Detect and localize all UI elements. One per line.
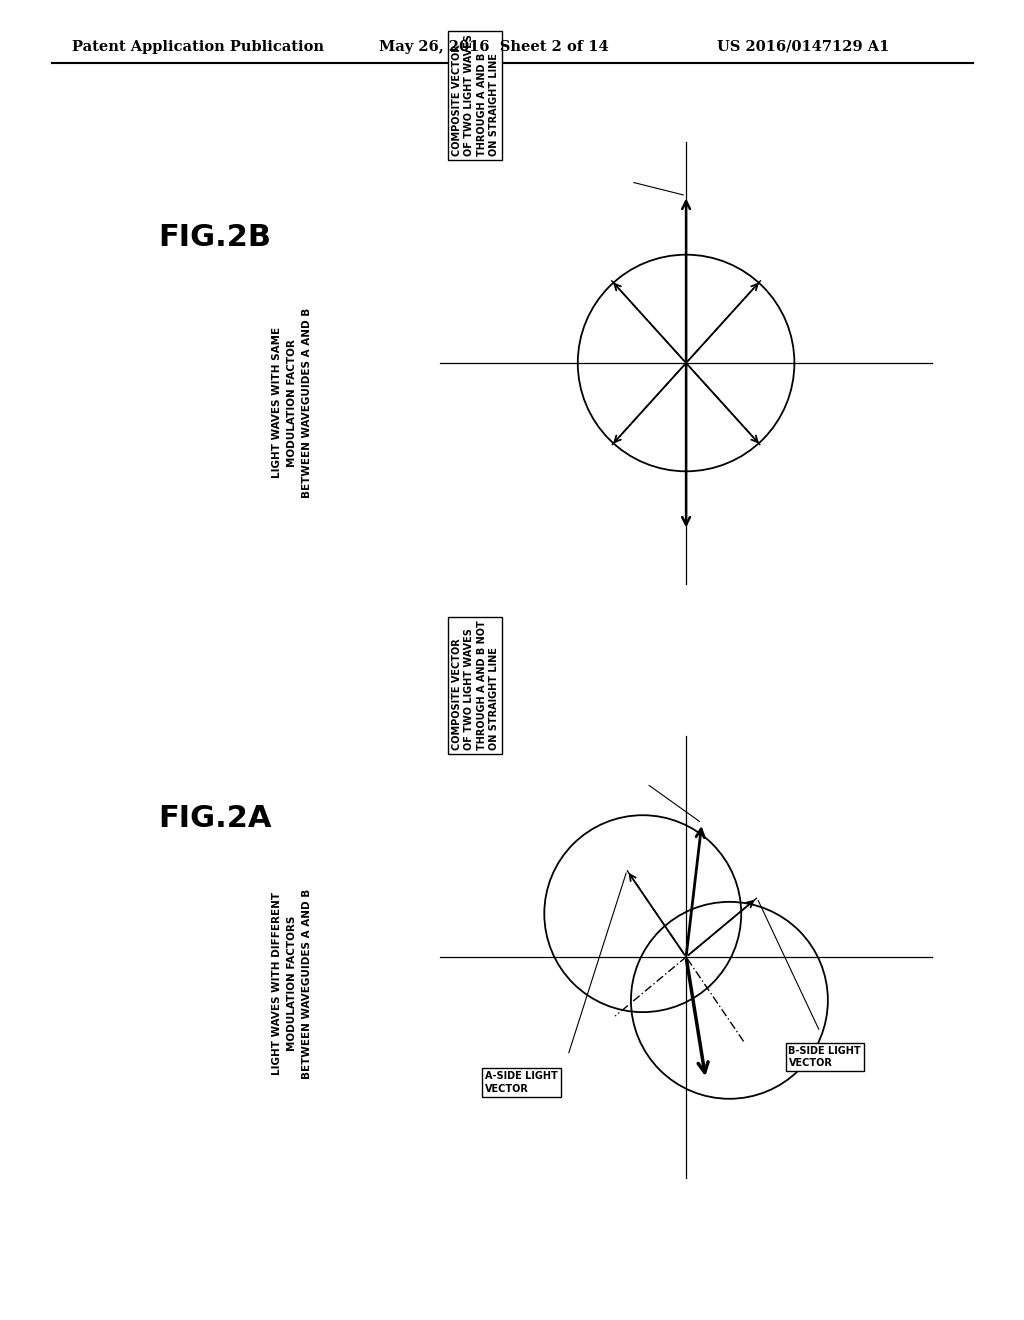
Text: A-SIDE LIGHT
VECTOR: A-SIDE LIGHT VECTOR xyxy=(485,1072,558,1093)
Text: LIGHT WAVES WITH DIFFERENT
MODULATION FACTORS
BETWEEN WAVEGUIDES A AND B: LIGHT WAVES WITH DIFFERENT MODULATION FA… xyxy=(272,888,311,1078)
Text: FIG.2A: FIG.2A xyxy=(159,804,272,833)
Text: COMPOSITE VECTOR
OF TWO LIGHT WAVES
THROUGH A AND B
ON STRAIGHT LINE: COMPOSITE VECTOR OF TWO LIGHT WAVES THRO… xyxy=(452,34,499,156)
Text: Patent Application Publication: Patent Application Publication xyxy=(72,40,324,54)
Text: US 2016/0147129 A1: US 2016/0147129 A1 xyxy=(717,40,889,54)
Text: LIGHT WAVES WITH SAME
MODULATION FACTOR
BETWEEN WAVEGUIDES A AND B: LIGHT WAVES WITH SAME MODULATION FACTOR … xyxy=(272,308,311,498)
Text: May 26, 2016  Sheet 2 of 14: May 26, 2016 Sheet 2 of 14 xyxy=(379,40,608,54)
Text: FIG.2B: FIG.2B xyxy=(159,223,271,252)
Text: COMPOSITE VECTOR
OF TWO LIGHT WAVES
THROUGH A AND B NOT
ON STRAIGHT LINE: COMPOSITE VECTOR OF TWO LIGHT WAVES THRO… xyxy=(452,620,499,750)
Text: B-SIDE LIGHT
VECTOR: B-SIDE LIGHT VECTOR xyxy=(788,1045,861,1068)
